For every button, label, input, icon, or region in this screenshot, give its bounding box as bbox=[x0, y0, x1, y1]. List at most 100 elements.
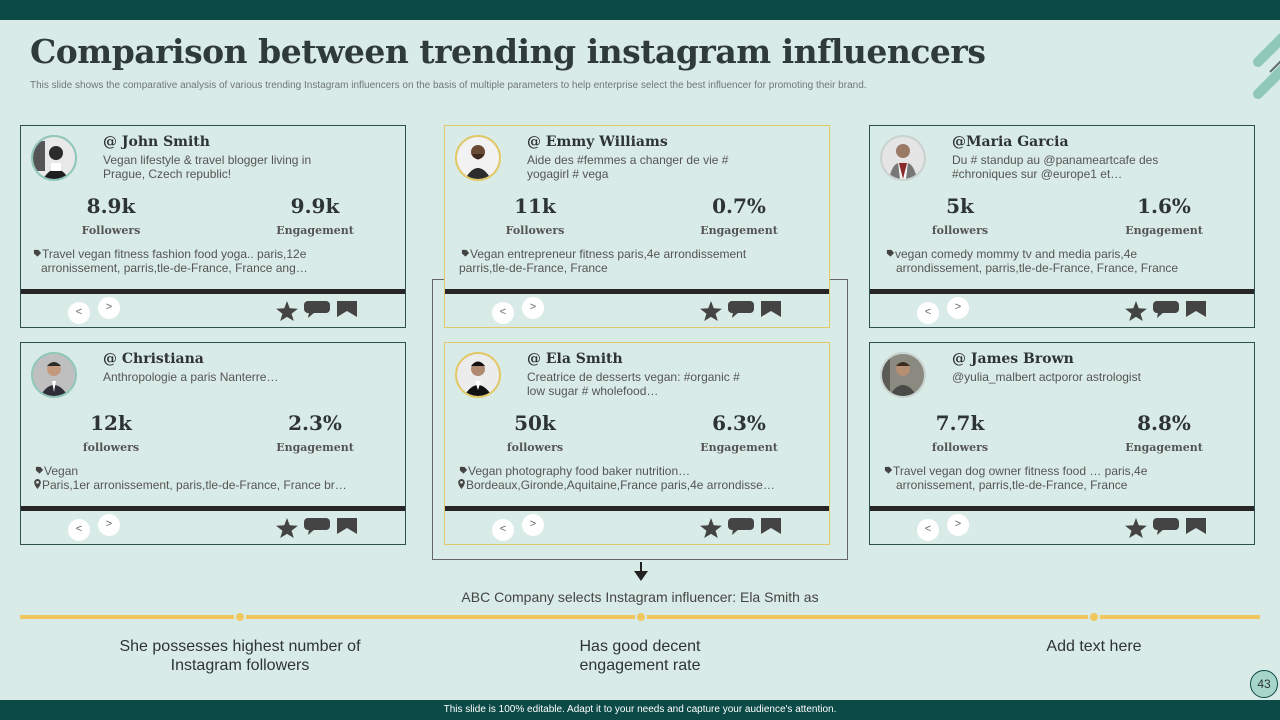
engagement-value: 0.7% bbox=[712, 194, 766, 218]
influencer-handle: @ Christiana bbox=[103, 351, 204, 367]
influencer-card-christiana: @ Christiana Anthropologie a paris Nante… bbox=[20, 342, 406, 545]
chat-icon[interactable] bbox=[304, 518, 330, 536]
next-button[interactable]: > bbox=[947, 514, 969, 536]
tag-line-2: arrondissement, parris,tle-de-France, Fr… bbox=[896, 261, 1179, 275]
tag-line-2: arronissement, parris,tle-de-France, Fra… bbox=[896, 478, 1128, 492]
bookmark-icon[interactable] bbox=[761, 301, 781, 317]
influencer-handle: @ Emmy Williams bbox=[527, 134, 668, 150]
star-icon[interactable] bbox=[1125, 301, 1147, 321]
engagement-stat: 2.3% Engagement bbox=[245, 411, 385, 454]
engagement-label: Engagement bbox=[276, 224, 354, 237]
followers-stat: 50k followers bbox=[465, 411, 605, 454]
divider bbox=[21, 506, 405, 511]
tag-line-2: Bordeaux,Gironde,Aquitaine,France paris,… bbox=[466, 478, 775, 492]
page-number: 43 bbox=[1250, 670, 1278, 698]
divider bbox=[21, 289, 405, 294]
influencer-card-maria-garcia: @Maria Garcia Du # standup au @panameart… bbox=[869, 125, 1255, 328]
influencer-bio: Du # standup au @panameartcafe des #chro… bbox=[952, 153, 1159, 181]
influencer-handle: @ John Smith bbox=[103, 134, 210, 150]
influencer-card-james-brown: @ James Brown @yulia_malbert actporor as… bbox=[869, 342, 1255, 545]
next-button[interactable]: > bbox=[522, 297, 544, 319]
prev-button[interactable]: < bbox=[492, 302, 514, 324]
chat-icon[interactable] bbox=[728, 301, 754, 319]
page-subtitle: This slide shows the comparative analysi… bbox=[30, 80, 867, 91]
next-button[interactable]: > bbox=[522, 514, 544, 536]
next-button[interactable]: > bbox=[98, 297, 120, 319]
engagement-label: Engagement bbox=[1125, 224, 1203, 237]
prev-button[interactable]: < bbox=[917, 519, 939, 541]
next-button[interactable]: > bbox=[98, 514, 120, 536]
chat-icon[interactable] bbox=[304, 301, 330, 319]
chat-icon[interactable] bbox=[1153, 518, 1179, 536]
divider bbox=[870, 289, 1254, 294]
bookmark-icon[interactable] bbox=[761, 518, 781, 534]
influencer-bio: Anthropologie a paris Nanterre… bbox=[103, 370, 279, 384]
star-icon[interactable] bbox=[276, 301, 298, 321]
bookmark-icon[interactable] bbox=[337, 301, 357, 317]
engagement-label: Engagement bbox=[700, 441, 778, 454]
selection-caption: ABC Company selects Instagram influencer… bbox=[461, 589, 819, 605]
followers-label: followers bbox=[931, 224, 989, 237]
reason-point-3: Add text here bbox=[1046, 638, 1142, 655]
next-button[interactable]: > bbox=[947, 297, 969, 319]
tag-line: Vegan entrepreneur fitness paris,4e arro… bbox=[470, 247, 747, 261]
followers-stat: 11k Followers bbox=[465, 194, 605, 237]
tag-line-2: arronissement, parris,tle-de-France, Fra… bbox=[41, 261, 308, 275]
tag-line: Vegan bbox=[44, 464, 79, 478]
engagement-value: 1.6% bbox=[1137, 194, 1191, 218]
engagement-value: 8.8% bbox=[1137, 411, 1191, 435]
followers-stat: 8.9k Followers bbox=[41, 194, 181, 237]
followers-label: followers bbox=[82, 441, 140, 454]
engagement-stat: 9.9k Engagement bbox=[245, 194, 385, 237]
bookmark-icon[interactable] bbox=[1186, 301, 1206, 317]
followers-label: followers bbox=[506, 441, 564, 454]
engagement-value: 6.3% bbox=[712, 411, 766, 435]
interest-tags: Vegan photography food baker nutrition… … bbox=[457, 464, 822, 492]
tag-line-2: Paris,1er arronissement, paris,tle-de-Fr… bbox=[42, 478, 347, 492]
arrow-down-icon bbox=[634, 562, 648, 581]
followers-stat: 12k followers bbox=[41, 411, 181, 454]
top-bar bbox=[0, 0, 1280, 20]
influencer-bio: Creatrice de desserts vegan: #organic # … bbox=[527, 370, 740, 398]
followers-value: 11k bbox=[514, 194, 556, 218]
avatar bbox=[880, 352, 926, 398]
location-pin-icon bbox=[34, 479, 41, 489]
followers-value: 8.9k bbox=[86, 194, 136, 218]
avatar bbox=[880, 135, 926, 181]
chat-icon[interactable] bbox=[1153, 301, 1179, 319]
influencer-bio: @yulia_malbert actporor astrologist bbox=[952, 370, 1141, 384]
bookmark-icon[interactable] bbox=[1186, 518, 1206, 534]
influencer-bio: Vegan lifestyle & travel blogger living … bbox=[103, 153, 312, 181]
influencer-card-emmy-williams: @ Emmy Williams Aide des #femmes a chang… bbox=[444, 125, 830, 328]
engagement-value: 9.9k bbox=[290, 194, 340, 218]
interest-tags: Travel vegan fitness fashion food yoga..… bbox=[33, 247, 398, 275]
prev-button[interactable]: < bbox=[68, 302, 90, 324]
corner-decoration bbox=[1253, 32, 1280, 99]
footer-bar: This slide is 100% editable. Adapt it to… bbox=[0, 700, 1280, 720]
engagement-label: Engagement bbox=[276, 441, 354, 454]
tag-icon bbox=[459, 466, 468, 474]
prev-button[interactable]: < bbox=[68, 519, 90, 541]
bookmark-icon[interactable] bbox=[337, 518, 357, 534]
influencer-bio: Aide des #femmes a changer de vie # yoga… bbox=[527, 153, 729, 181]
prev-button[interactable]: < bbox=[492, 519, 514, 541]
tag-icon bbox=[35, 466, 44, 474]
prev-button[interactable]: < bbox=[917, 302, 939, 324]
avatar bbox=[31, 135, 77, 181]
timeline-dot bbox=[234, 611, 246, 623]
followers-value: 50k bbox=[514, 411, 556, 435]
tag-icon bbox=[886, 249, 895, 257]
followers-value: 7.7k bbox=[935, 411, 985, 435]
reason-point-1: She possesses highest number of Instagra… bbox=[119, 638, 361, 674]
chat-icon[interactable] bbox=[728, 518, 754, 536]
divider bbox=[445, 506, 829, 511]
divider bbox=[870, 506, 1254, 511]
engagement-stat: 0.7% Engagement bbox=[669, 194, 809, 237]
star-icon[interactable] bbox=[276, 518, 298, 538]
star-icon[interactable] bbox=[700, 518, 722, 538]
followers-value: 12k bbox=[90, 411, 132, 435]
star-icon[interactable] bbox=[700, 301, 722, 321]
influencer-card-ela-smith: @ Ela Smith Creatrice de desserts vegan:… bbox=[444, 342, 830, 545]
star-icon[interactable] bbox=[1125, 518, 1147, 538]
avatar bbox=[31, 352, 77, 398]
